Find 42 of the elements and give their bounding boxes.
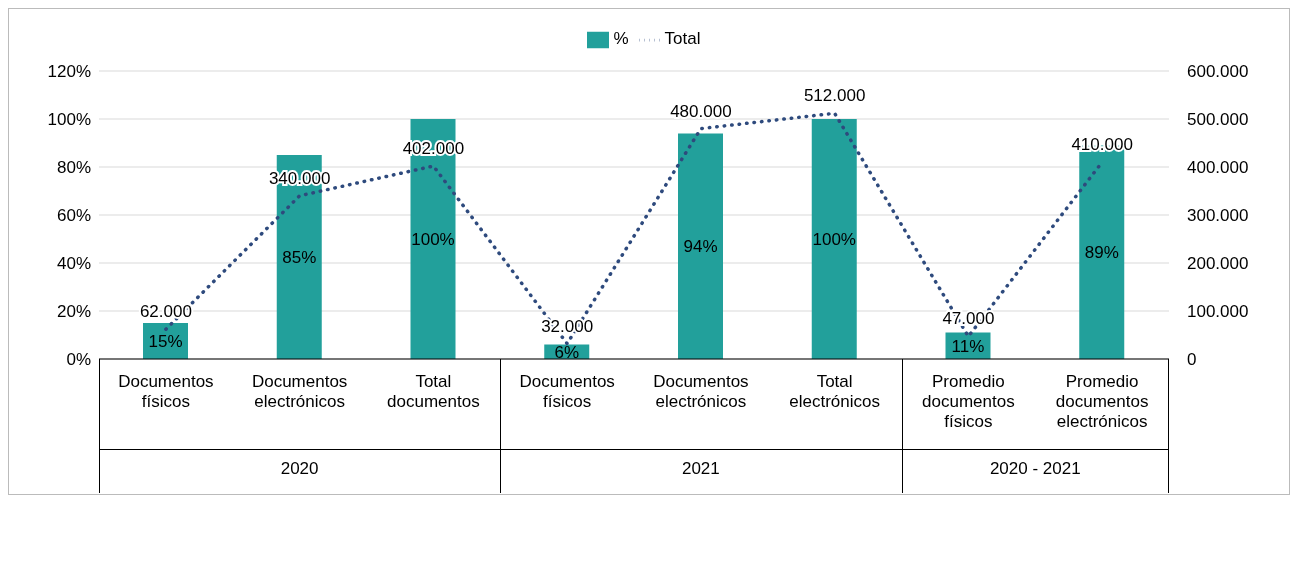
y2-tick-label: 400.000 <box>1187 158 1249 178</box>
y2-tick-label: 300.000 <box>1187 206 1249 226</box>
y-tick-label: 0% <box>66 350 91 370</box>
x-tick-label: Promedio documentos físicos <box>922 372 1015 431</box>
y2-tick-label: 500.000 <box>1187 110 1249 130</box>
y2-tick-label: 600.000 <box>1187 62 1249 82</box>
data-label: 480.000 <box>670 101 732 121</box>
x-tick-label: Documentos físicos <box>519 372 615 411</box>
data-label: 6% <box>554 342 580 362</box>
data-label: 15% <box>148 332 183 351</box>
y2-tick-label: 100.000 <box>1187 302 1249 322</box>
text: 2020 - 2021 <box>988 458 1082 480</box>
legend-label: Total <box>664 29 701 49</box>
data-label: 47.000 <box>942 309 995 329</box>
data-label: 512.000 <box>803 86 866 106</box>
text: 2020 <box>279 458 320 480</box>
x-tick-label: Documentos físicos <box>118 372 214 411</box>
data-label: 32.000 <box>541 316 594 336</box>
y-tick-label: 80% <box>56 158 91 178</box>
x-tick-label: Documentos electrónicos <box>653 372 749 411</box>
y2-tick-label: 200.000 <box>1187 254 1249 274</box>
x-tick-label: Documentos electrónicos <box>251 372 348 411</box>
x-tick-label: Total electrónicos <box>789 372 880 411</box>
data-label: 62.000 <box>139 302 192 322</box>
y-tick-label: 20% <box>56 302 91 322</box>
x-tick-label: Promedio documentos electrónicos <box>1055 372 1149 431</box>
y-tick-label: 100% <box>47 110 91 130</box>
text: 2021 <box>680 458 721 480</box>
data-label: 100% <box>812 230 856 249</box>
x-tick-label: Total documentos <box>387 372 480 411</box>
data-label: 94% <box>683 237 718 257</box>
data-label: 85% <box>282 248 317 267</box>
legend-label: % <box>613 29 629 49</box>
y2-tick-label: 0 <box>1187 350 1197 370</box>
bar <box>678 133 723 359</box>
y-tick-label: 40% <box>56 254 91 274</box>
bar <box>811 119 857 359</box>
data-label: 89% <box>1084 243 1119 263</box>
data-label: 100% <box>411 230 455 249</box>
data-label: 11% <box>951 336 985 356</box>
y-tick-label: 120% <box>47 62 91 82</box>
y-tick-label: 60% <box>56 206 91 226</box>
